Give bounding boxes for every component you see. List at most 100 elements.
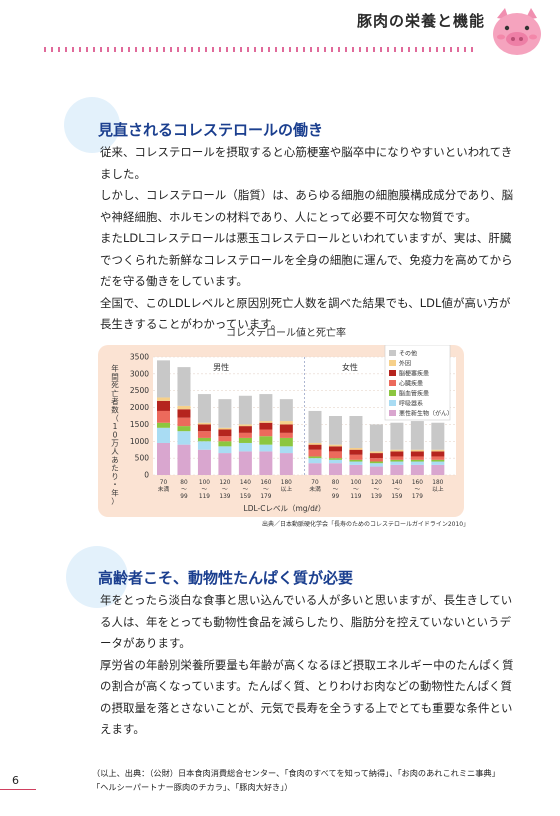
x-tick-label: 139 bbox=[219, 494, 230, 500]
bar-segment bbox=[431, 456, 445, 460]
x-tick-label: 119 bbox=[199, 494, 210, 500]
bar-segment bbox=[349, 454, 363, 460]
legend-swatch bbox=[389, 370, 396, 376]
bar-segment bbox=[218, 441, 232, 447]
x-tick-label: 100 bbox=[350, 480, 361, 486]
bar-segment bbox=[279, 437, 293, 447]
bar-segment bbox=[328, 446, 342, 452]
x-tick-label: 99 bbox=[180, 494, 188, 500]
y-axis-label-char: 亡 bbox=[111, 388, 119, 398]
footer-note-line: （以上、出典：（公財）日本食肉消費総合センター、「食肉のすべてを知って納得」、「… bbox=[92, 768, 500, 778]
bar-segment bbox=[328, 463, 342, 475]
bar-segment bbox=[328, 444, 342, 447]
bar-segment bbox=[328, 451, 342, 459]
bar-segment bbox=[410, 451, 424, 457]
bar-segment bbox=[410, 456, 424, 460]
bar-segment bbox=[197, 424, 211, 432]
chart-title: コレステロール値と死亡率 bbox=[226, 328, 346, 339]
bar-segment bbox=[157, 360, 170, 398]
y-tick-label: 0 bbox=[144, 471, 149, 480]
bar-segment bbox=[157, 422, 170, 428]
bar-segment bbox=[157, 410, 170, 423]
legend-label: その他 bbox=[399, 350, 417, 358]
bar-segment bbox=[390, 456, 404, 460]
section2-paragraph: 厚労省の年齢別栄養所要量も年齢が高くなるほど摂取エネルギー中のたんぱく質の割合が… bbox=[100, 657, 514, 737]
bar-segment bbox=[259, 429, 273, 437]
bar-segment bbox=[349, 416, 363, 449]
x-tick-label: 159 bbox=[391, 494, 402, 500]
section2-paragraph: 年をとったら淡白な食事と思い込んでいる人が多いと思いますが、長生きしている人は、… bbox=[100, 593, 513, 650]
bar-segment bbox=[308, 442, 322, 445]
bar-segment bbox=[157, 400, 170, 411]
section1-body: 従来、コレステロールを摂取すると心筋梗塞や脳卒中になりやすいといわれてきました。… bbox=[100, 142, 520, 336]
bar-segment bbox=[369, 463, 383, 467]
bar-segment bbox=[238, 442, 252, 452]
bar-segment bbox=[238, 424, 252, 427]
bar-segment bbox=[390, 422, 404, 450]
legend-label: 心臓疾患 bbox=[399, 380, 423, 388]
y-axis-label-char: 死 bbox=[111, 381, 119, 390]
bar-segment bbox=[238, 395, 252, 425]
x-tick-label: 160 bbox=[260, 480, 271, 486]
page-number: 6 bbox=[12, 774, 19, 787]
bar-segment bbox=[279, 446, 293, 454]
legend-label: 呼吸器系 bbox=[399, 400, 423, 408]
bar-segment bbox=[259, 436, 273, 445]
bar-segment bbox=[197, 437, 211, 442]
legend-swatch bbox=[389, 390, 396, 396]
section1-paragraph: しかし、コレステロール（脂質）は、あらゆる細胞の細胞膜構成成分であり、脳や神経細… bbox=[100, 188, 514, 224]
x-tick-label: 70 bbox=[160, 480, 168, 486]
bar-segment bbox=[218, 453, 232, 475]
x-tick-label: 〜 bbox=[374, 487, 380, 493]
y-axis-label-char: ・ bbox=[111, 480, 119, 489]
bar-segment bbox=[218, 436, 232, 442]
x-tick-label: 未満 bbox=[309, 485, 321, 493]
x-tick-label: 100 bbox=[199, 480, 210, 486]
bar-segment bbox=[157, 427, 170, 443]
footer-source-note: （以上、出典：（公財）日本食肉消費総合センター、「食肉のすべてを知って納得」、「… bbox=[92, 766, 500, 794]
bar-segment bbox=[279, 399, 293, 422]
section1-paragraph: 全国で、このLDLレベルと原因別死亡人数を調べた結果でも、LDL値が高い方が長生… bbox=[100, 295, 511, 332]
bar-segment bbox=[431, 461, 445, 465]
bar-segment bbox=[177, 405, 191, 410]
bar-segment bbox=[390, 451, 404, 457]
bar-segment bbox=[431, 449, 445, 452]
y-tick-label: 3500 bbox=[130, 353, 149, 362]
bar-segment bbox=[431, 422, 445, 450]
x-tick-label: 以上 bbox=[281, 485, 293, 493]
bar-segment bbox=[259, 422, 273, 430]
bar-segment bbox=[157, 442, 170, 475]
x-tick-label: 160 bbox=[412, 480, 423, 486]
x-tick-label: 80 bbox=[332, 480, 340, 486]
bar-segment bbox=[259, 394, 273, 422]
bar-segment bbox=[197, 441, 211, 450]
legend-label: 脳血管疾患 bbox=[399, 390, 429, 398]
section1-circle-decoration bbox=[64, 97, 120, 153]
bar-segment bbox=[157, 397, 170, 401]
x-tick-label: 120 bbox=[371, 480, 382, 486]
bar-segment bbox=[431, 459, 445, 462]
bar-segment bbox=[218, 427, 232, 430]
y-tick-label: 500 bbox=[135, 454, 150, 463]
y-axis-label-char: 者 bbox=[111, 397, 119, 406]
bar-segment bbox=[218, 446, 232, 454]
section2-circle-decoration bbox=[66, 546, 128, 608]
bar-segment bbox=[390, 459, 404, 462]
bar-segment bbox=[308, 456, 322, 459]
header-title: 豚肉の栄養と機能 bbox=[357, 12, 486, 30]
y-axis-label-char: 数 bbox=[111, 405, 119, 415]
bar-segment bbox=[259, 451, 273, 475]
bar-segment bbox=[328, 458, 342, 460]
x-tick-label: 179 bbox=[260, 494, 271, 500]
legend-swatch bbox=[389, 400, 396, 406]
bar-segment bbox=[410, 459, 424, 462]
bar-segment bbox=[279, 453, 293, 475]
bar-segment bbox=[218, 399, 232, 428]
bar-segment bbox=[308, 458, 322, 464]
legend-swatch bbox=[389, 380, 396, 386]
legend-swatch bbox=[389, 360, 396, 366]
bar-segment bbox=[177, 409, 191, 418]
section2-title: 高齢者こそ、動物性たんぱく質が必要 bbox=[98, 569, 354, 587]
x-tick-label: 180 bbox=[432, 480, 443, 486]
bar-segment bbox=[177, 444, 191, 475]
